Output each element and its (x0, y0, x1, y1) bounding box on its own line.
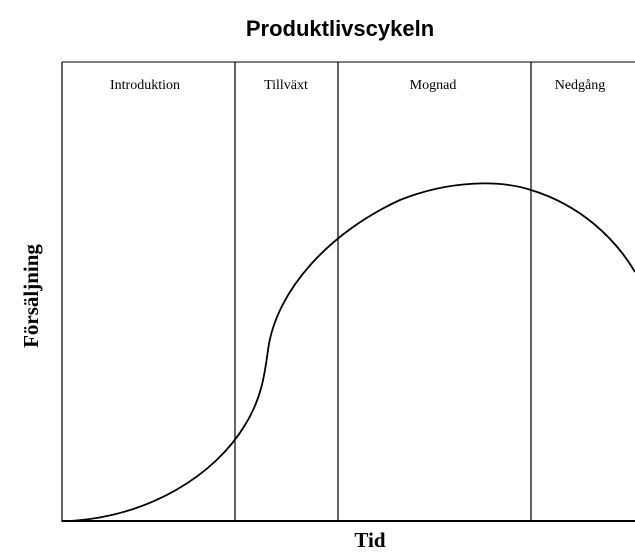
y-axis-label: Försäljning (19, 244, 43, 348)
frame (61, 61, 635, 522)
stage-label: Mognad (410, 78, 457, 93)
stage-label: Nedgång (555, 78, 606, 93)
stage-label: Tillväxt (264, 78, 308, 93)
x-axis-label: Tid (354, 528, 385, 552)
stage-label: Introduktion (110, 78, 180, 93)
sales-curve (69, 182, 635, 522)
title: Produktlivscykeln (246, 16, 434, 41)
